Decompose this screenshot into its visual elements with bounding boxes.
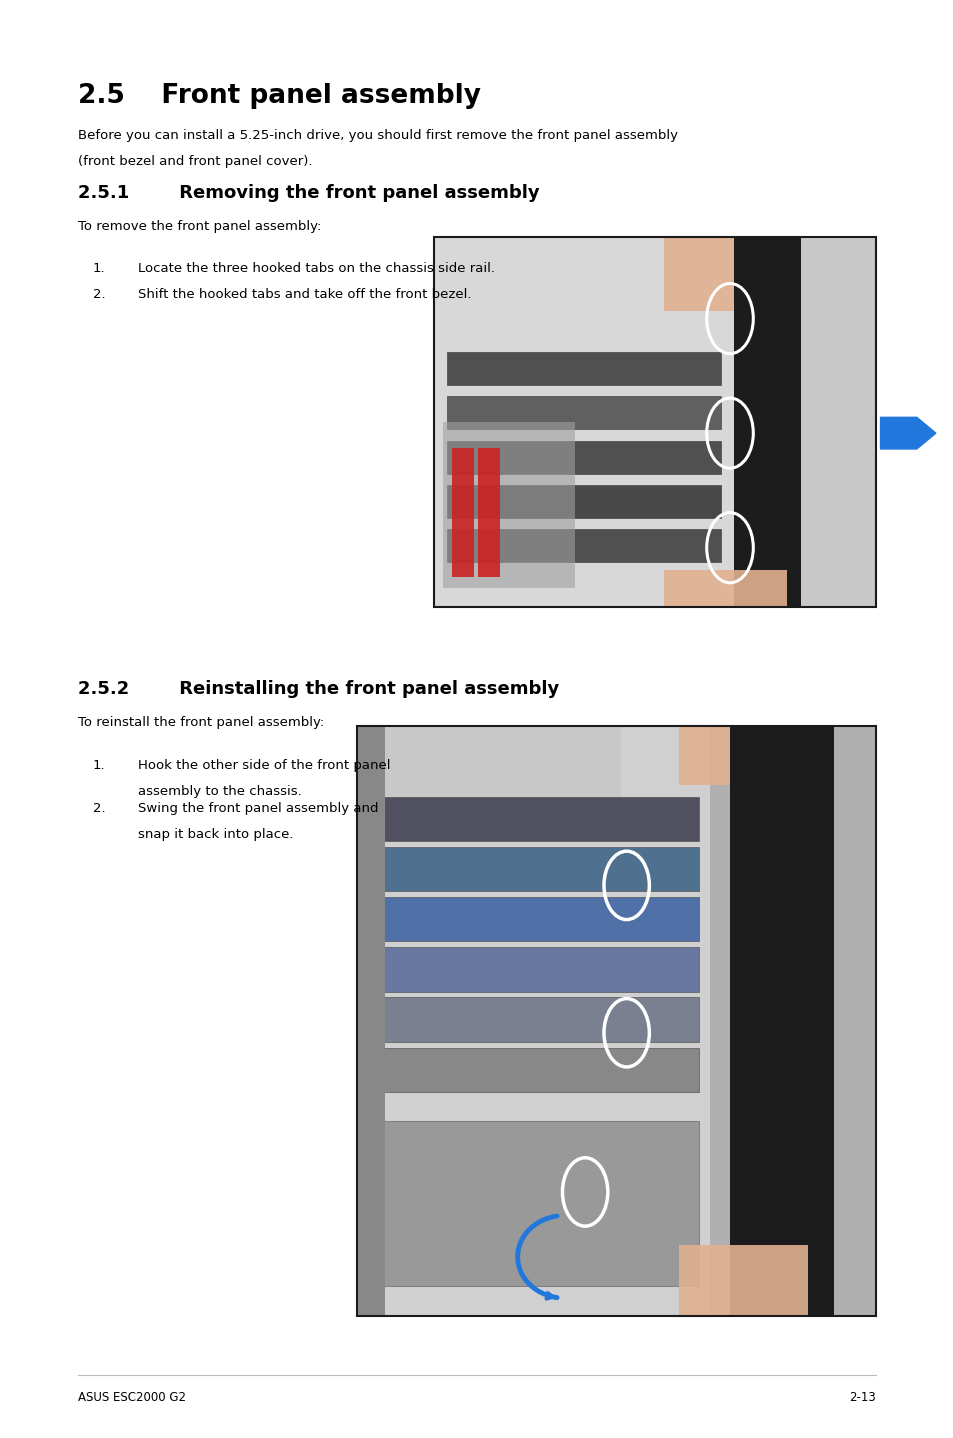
Bar: [442, 423, 575, 588]
Bar: [452, 447, 474, 577]
Bar: [447, 485, 720, 518]
Bar: [361, 726, 620, 833]
Text: 2.5.2        Reinstalling the front panel assembly: 2.5.2 Reinstalling the front panel assem…: [78, 680, 558, 699]
Text: 2.5.1        Removing the front panel assembly: 2.5.1 Removing the front panel assembly: [78, 184, 539, 203]
Bar: [356, 726, 709, 1316]
Bar: [367, 1122, 699, 1286]
Bar: [377, 897, 699, 942]
Text: assembly to the chassis.: assembly to the chassis.: [138, 785, 302, 798]
Bar: [447, 529, 720, 562]
Bar: [434, 237, 875, 607]
Text: To reinstall the front panel assembly:: To reinstall the front panel assembly:: [78, 716, 324, 729]
Text: Locate the three hooked tabs on the chassis side rail.: Locate the three hooked tabs on the chas…: [138, 262, 495, 275]
Bar: [447, 352, 720, 385]
Text: (front bezel and front panel cover).: (front bezel and front panel cover).: [78, 155, 313, 168]
Bar: [663, 569, 786, 607]
Bar: [377, 797, 699, 841]
Text: Shift the hooked tabs and take off the front bezel.: Shift the hooked tabs and take off the f…: [138, 288, 472, 301]
Text: Before you can install a 5.25-inch drive, you should first remove the front pane: Before you can install a 5.25-inch drive…: [78, 129, 678, 142]
Bar: [678, 1245, 807, 1316]
Text: 2-13: 2-13: [848, 1391, 875, 1403]
Bar: [734, 237, 800, 607]
Bar: [377, 948, 699, 992]
Text: 2.: 2.: [92, 802, 105, 815]
Text: snap it back into place.: snap it back into place.: [138, 828, 294, 841]
Text: Hook the other side of the front panel: Hook the other side of the front panel: [138, 759, 391, 772]
Bar: [663, 237, 774, 311]
Bar: [447, 440, 720, 473]
Bar: [434, 237, 751, 607]
Bar: [356, 726, 875, 1316]
Bar: [434, 237, 875, 607]
Text: ASUS ESC2000 G2: ASUS ESC2000 G2: [78, 1391, 186, 1403]
FancyArrow shape: [880, 417, 935, 449]
Text: To remove the front panel assembly:: To remove the front panel assembly:: [78, 220, 321, 233]
Bar: [377, 998, 699, 1041]
Bar: [678, 726, 792, 785]
Bar: [377, 1047, 699, 1091]
Bar: [730, 726, 833, 1316]
Bar: [447, 397, 720, 430]
Text: Swing the front panel assembly and: Swing the front panel assembly and: [138, 802, 378, 815]
Text: 1.: 1.: [92, 759, 105, 772]
Bar: [477, 447, 499, 577]
Text: 2.: 2.: [92, 288, 105, 301]
Text: 1.: 1.: [92, 262, 105, 275]
Bar: [356, 726, 385, 1316]
Text: 2.5    Front panel assembly: 2.5 Front panel assembly: [78, 83, 480, 109]
Bar: [377, 847, 699, 892]
Bar: [356, 726, 875, 1316]
